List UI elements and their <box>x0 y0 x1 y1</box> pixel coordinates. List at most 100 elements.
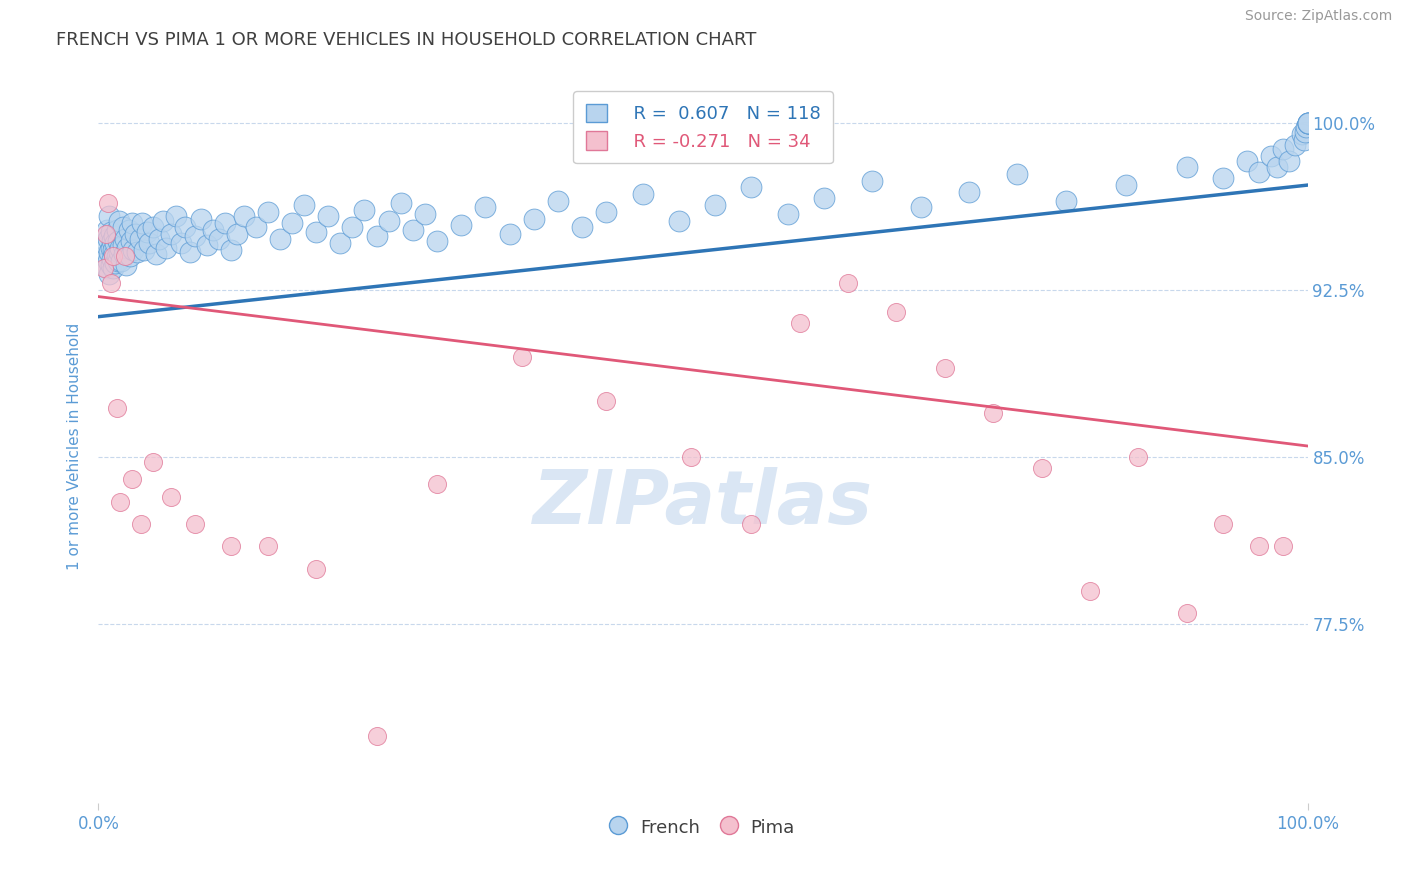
Point <box>96 260 118 275</box>
Point <box>1236 153 1258 168</box>
Point <box>100 276 122 290</box>
Point <box>256 204 278 219</box>
Point <box>1296 115 1319 129</box>
Point <box>226 227 249 241</box>
Point <box>110 253 132 268</box>
Point <box>98 209 121 223</box>
Point <box>1267 160 1289 174</box>
Point <box>97 253 120 268</box>
Point <box>1175 606 1198 620</box>
Point <box>426 476 449 491</box>
Point <box>174 220 197 235</box>
Point <box>104 235 127 250</box>
Point <box>100 234 122 248</box>
Text: Source: ZipAtlas.com: Source: ZipAtlas.com <box>1244 9 1392 23</box>
Point <box>129 516 152 531</box>
Point <box>184 229 207 244</box>
Point <box>179 244 201 259</box>
Point <box>111 220 134 235</box>
Point <box>101 249 124 263</box>
Point <box>1249 539 1271 553</box>
Point <box>94 238 117 252</box>
Point <box>1115 178 1137 192</box>
Point <box>668 213 690 227</box>
Point <box>910 200 932 214</box>
Point <box>115 258 138 272</box>
Point <box>316 209 339 223</box>
Point <box>402 222 425 236</box>
Point <box>118 222 141 236</box>
Point <box>1295 120 1317 134</box>
Point <box>121 472 143 486</box>
Point <box>152 213 174 227</box>
Point <box>100 225 122 239</box>
Point <box>98 244 121 259</box>
Point <box>740 180 762 194</box>
Point <box>342 220 364 235</box>
Point <box>679 450 702 464</box>
Point <box>105 401 128 415</box>
Point <box>1294 124 1316 138</box>
Point <box>142 454 165 468</box>
Point <box>1212 171 1234 186</box>
Point <box>523 211 546 226</box>
Point <box>127 244 149 259</box>
Point <box>1007 167 1029 181</box>
Point <box>886 305 908 319</box>
Point <box>305 225 328 239</box>
Point <box>1291 127 1313 141</box>
Point <box>98 267 121 281</box>
Point <box>145 247 167 261</box>
Point <box>100 240 122 254</box>
Point <box>160 227 183 241</box>
Point <box>1175 160 1198 174</box>
Point <box>571 220 593 235</box>
Point <box>450 218 472 232</box>
Point <box>134 243 156 257</box>
Point <box>740 516 762 531</box>
Point <box>195 238 218 252</box>
Point <box>498 227 520 241</box>
Text: FRENCH VS PIMA 1 OR MORE VEHICLES IN HOUSEHOLD CORRELATION CHART: FRENCH VS PIMA 1 OR MORE VEHICLES IN HOU… <box>56 31 756 49</box>
Point <box>256 539 278 553</box>
Point <box>114 249 136 263</box>
Point <box>121 216 143 230</box>
Point <box>169 235 191 250</box>
Point <box>232 209 254 223</box>
Point <box>214 216 236 230</box>
Point <box>1031 461 1053 475</box>
Point <box>160 490 183 504</box>
Point <box>245 220 267 235</box>
Point <box>934 360 956 375</box>
Point <box>138 235 160 250</box>
Point <box>366 229 388 244</box>
Point <box>704 198 727 212</box>
Point <box>124 227 146 241</box>
Point <box>281 216 304 230</box>
Point <box>981 405 1004 419</box>
Point <box>776 207 799 221</box>
Point <box>1296 115 1319 129</box>
Point <box>105 222 128 236</box>
Point <box>100 258 122 272</box>
Point <box>97 195 120 210</box>
Point <box>837 276 859 290</box>
Point <box>1284 137 1306 152</box>
Point <box>1212 516 1234 531</box>
Point <box>510 350 533 364</box>
Point <box>292 198 315 212</box>
Point <box>957 185 980 199</box>
Point <box>94 227 117 241</box>
Point <box>93 260 115 275</box>
Point <box>107 234 129 248</box>
Point <box>1128 450 1150 464</box>
Point <box>112 247 135 261</box>
Point <box>103 247 125 261</box>
Point <box>114 231 136 245</box>
Point <box>96 222 118 236</box>
Point <box>631 186 654 201</box>
Point <box>165 209 187 223</box>
Point <box>128 231 150 245</box>
Point <box>1249 164 1271 178</box>
Point <box>1296 115 1319 129</box>
